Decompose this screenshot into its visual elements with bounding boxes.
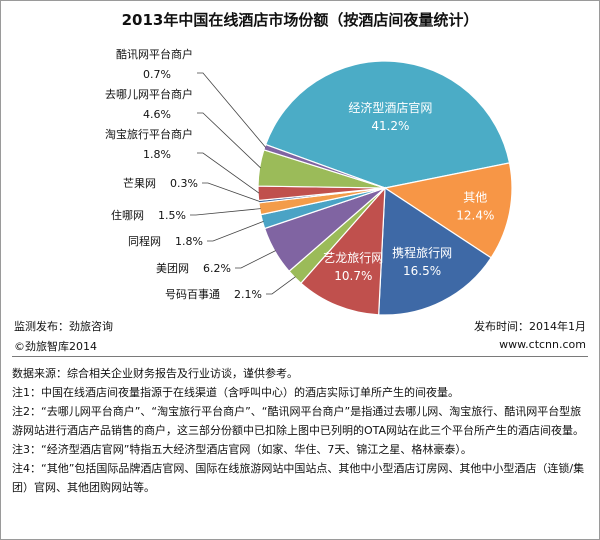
slice-label-5: 美团网: [156, 262, 189, 275]
leader-line-4: [266, 276, 296, 295]
leader-line-6: [207, 221, 264, 242]
pie-slice-11: [263, 143, 386, 189]
pie-chart: 经济型酒店官网 41.2% 其他 12.4% 携程旅行网 16.5% 艺龙旅行网 10.7% 2…: [105, 47, 513, 316]
slice-value-5: 6.2%: [203, 262, 231, 275]
divider: [12, 356, 588, 357]
copyright: ©劲旅智库2014: [14, 340, 97, 353]
slice-value-1: 12.4%: [456, 209, 494, 223]
note-1: 注1：中国在线酒店间夜量指源于在线渠道（含呼叫中心）的酒店实际订单所产生的间夜量…: [12, 386, 459, 399]
leader-line-11: [197, 72, 267, 148]
pie-slice-1: [383, 162, 513, 259]
pie-slice-0: [264, 60, 511, 189]
pie-slice-3: [300, 186, 386, 316]
data-source-note: 数据来源：综合相关企业财务报告及行业访谈，谨供参考。: [12, 367, 298, 380]
note-3: 注3：“经济型酒店官网”特指五大经济型酒店官网（如家、华住、7天、锦江之星、格林…: [12, 443, 472, 456]
slice-label-0: 经济型酒店官网: [348, 100, 432, 115]
slice-value-8: 0.3%: [170, 177, 198, 190]
chart-title: 2013年中国在线酒店市场份额（按酒店间夜量统计）: [121, 11, 479, 29]
leader-line-8: [202, 182, 260, 202]
slice-value-6: 1.8%: [175, 235, 203, 248]
slice-label-4: 号码百事通: [165, 288, 220, 301]
leader-line-7: [190, 208, 261, 216]
leader-line-10: [197, 112, 261, 169]
notes-section: 数据来源：综合相关企业财务报告及行业访谈，谨供参考。 注1：中国在线酒店间夜量指…: [12, 364, 590, 497]
slice-label-8: 芒果网: [123, 177, 156, 190]
slice-label-2: 携程旅行网: [392, 245, 452, 260]
slice-label-6: 同程网: [128, 235, 161, 248]
slice-value-4: 2.1%: [234, 288, 262, 301]
slice-label-3: 艺龙旅行网: [323, 251, 383, 265]
pie-slice-2: [378, 186, 492, 316]
note-2: 注2：“去哪儿网平台商户”、“淘宝旅行平台商户”、“酷讯网平台商户”是指通过去哪…: [12, 405, 585, 437]
slice-label-9: 淘宝旅行平台商户: [105, 127, 193, 141]
slice-value-0: 41.2%: [371, 119, 409, 133]
leader-line-9: [197, 152, 260, 194]
note-4: 注4：“其他”包括国际品牌酒店官网、国际在线旅游网站中国站点、其他中小型酒店订房…: [12, 462, 585, 494]
slice-value-2: 16.5%: [403, 264, 441, 278]
slice-label-1: 其他: [463, 191, 487, 205]
slice-value-10: 4.6%: [143, 108, 171, 121]
slice-value-11: 0.7%: [143, 68, 171, 81]
monitor-label: 监测发布：劲旅咨询: [14, 320, 113, 333]
leader-line-5: [235, 250, 276, 269]
slice-value-9: 1.8%: [143, 148, 171, 161]
website-link[interactable]: www.ctcnn.com: [499, 338, 586, 351]
slice-label-7: 住哪网: [111, 208, 144, 222]
slice-label-10: 去哪儿网平台商户: [105, 87, 193, 101]
slice-value-7: 1.5%: [158, 209, 186, 222]
slice-value-3: 10.7%: [334, 269, 372, 283]
slice-label-11: 酷讯网平台商户: [116, 47, 193, 61]
publish-date: 发布时间：2014年1月: [474, 320, 586, 333]
